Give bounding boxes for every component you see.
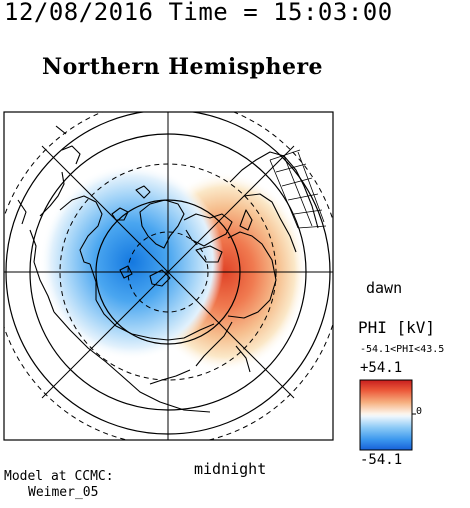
colorbar-range: -54.1<PHI<43.5 bbox=[360, 344, 445, 355]
colorbar-zero-label: 0 bbox=[416, 406, 423, 417]
model-credit-line2: Weimer_05 bbox=[28, 485, 99, 500]
hemisphere-title: Northern Hemisphere bbox=[42, 54, 324, 80]
longitude-lines bbox=[4, 112, 333, 440]
timestamp-title: 12/08/2016 Time = 15:03:00 bbox=[4, 0, 393, 26]
grid-region bbox=[269, 149, 327, 229]
colorbar-max-label: +54.1 bbox=[360, 360, 403, 376]
model-credit-line1: Model at CCMC: bbox=[4, 469, 114, 484]
colorbar-title: PHI [kV] bbox=[358, 318, 436, 337]
colorbar bbox=[359, 379, 413, 451]
dawn-label: dawn bbox=[366, 279, 403, 297]
negative-potential-cell bbox=[40, 164, 224, 360]
map-frame bbox=[3, 111, 334, 441]
midnight-label: midnight bbox=[194, 460, 267, 478]
colorbar-min-label: -54.1 bbox=[360, 452, 403, 468]
